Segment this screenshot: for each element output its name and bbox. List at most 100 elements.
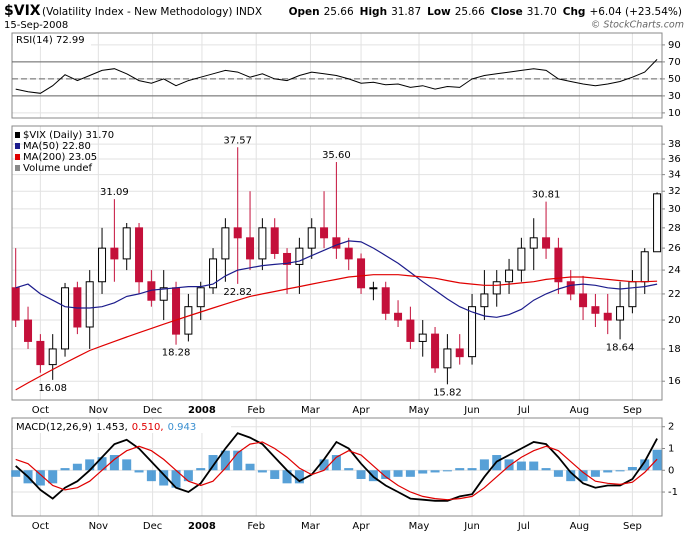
quote-label: High [360, 6, 387, 18]
quote-label: Open [289, 6, 320, 18]
legend-entry: MA(50) 22.80 [23, 141, 91, 152]
y-tick-label: 38 [668, 139, 681, 150]
histogram-bar [233, 450, 243, 471]
y-tick-label: 16 [668, 376, 681, 387]
candle-body [11, 287, 20, 321]
histogram-bar [35, 470, 45, 486]
candle-body [307, 227, 316, 249]
candle-body [653, 193, 662, 253]
quote: Open 25.66 High 31.87 Low 25.66 Close 31.70 Chg +… [289, 6, 682, 18]
candle-body [529, 237, 538, 249]
x-tick-label: 2008 [188, 521, 216, 532]
histogram-bar [529, 461, 539, 471]
candle-body [122, 227, 131, 260]
histogram-bar [159, 470, 169, 486]
y-tick-label: 30 [668, 91, 681, 102]
x-tick-label: Nov [89, 521, 109, 532]
histogram-bar [171, 470, 181, 488]
label-bg [13, 420, 231, 433]
x-tick-label: Mar [301, 521, 321, 532]
x-tick-label: Jun [463, 405, 480, 416]
y-tick-label: 24 [668, 265, 681, 276]
y-tick-label: 28 [668, 223, 681, 234]
candle-body [295, 247, 304, 265]
quote-value: +6.04 (+23.54%) [589, 6, 682, 18]
candle-body [492, 281, 501, 295]
x-tick-label: May [409, 405, 430, 416]
histogram-bar [615, 470, 625, 472]
histogram-bar [356, 470, 366, 479]
candle-body [542, 237, 551, 249]
histogram-bar [270, 470, 280, 479]
candle-body [505, 269, 514, 283]
macd-label-value: 0.943 [168, 422, 197, 433]
label-bg [13, 34, 91, 46]
candle-body [184, 306, 193, 335]
y-tick-label: 22 [668, 289, 681, 300]
quote-label: Low [427, 6, 451, 18]
x-tick-label: Aug [570, 521, 590, 532]
macd-label: MACD(12,26,9) 1.453, 0.510, 0.943 [16, 422, 196, 433]
quote-label: Close [491, 6, 523, 18]
histogram-bar [393, 470, 403, 477]
candle-body [135, 227, 144, 283]
rsi-label: RSI(14) 72.99 [16, 35, 85, 46]
histogram-bar [72, 463, 82, 471]
y-tick-label: 36 [668, 154, 681, 165]
candle-body [233, 227, 242, 239]
x-tick-label: Oct [32, 521, 49, 532]
annotation: 16.08 [38, 383, 67, 394]
histogram-bar [442, 470, 452, 472]
y-tick-label: 10 [668, 108, 681, 119]
x-tick-label: 2008 [188, 405, 216, 416]
credit: © StockCharts.com [591, 20, 684, 31]
x-tick-label: Sep [623, 405, 642, 416]
candle-body [48, 348, 57, 366]
histogram-bar [331, 455, 341, 471]
candle-body [283, 252, 292, 265]
candle-body [85, 281, 94, 328]
legend-swatch [15, 154, 20, 160]
candle-body [98, 247, 107, 283]
annotation: 37.57 [223, 135, 252, 146]
x-tick-label: Mar [301, 405, 321, 416]
quote-value: 25.66 [455, 6, 485, 18]
macd-label-value: 1.453, [96, 422, 128, 433]
panel-frame [11, 125, 663, 401]
quote-value: 31.70 [527, 6, 557, 18]
x-tick-label: Feb [247, 521, 265, 532]
histogram-bar [146, 470, 156, 482]
quote-value: 31.87 [391, 6, 421, 18]
x-tick-label: May [409, 521, 430, 532]
candle-body [591, 306, 600, 314]
histogram-bar [455, 468, 465, 471]
y-tick-label: 26 [668, 243, 681, 254]
candle-body [579, 293, 588, 308]
macd-line [15, 432, 658, 502]
candle-body [455, 348, 464, 358]
legend-swatch [15, 143, 20, 149]
histogram-bar [541, 468, 551, 471]
panel-frame [11, 417, 663, 517]
quote-label: Chg [563, 6, 586, 18]
candle-body [159, 287, 168, 301]
candle-body [24, 319, 33, 342]
annotation: 35.60 [322, 150, 351, 161]
annotation: 15.82 [433, 387, 462, 398]
histogram-bar [11, 470, 21, 477]
macd-line [15, 441, 658, 501]
histogram-bar [553, 470, 563, 477]
y-tick-label: 90 [668, 40, 681, 51]
x-tick-label: Jul [517, 405, 530, 416]
x-tick-label: Dec [143, 521, 162, 532]
candle-body [616, 306, 625, 321]
histogram-bar [257, 470, 267, 473]
histogram-bar [640, 459, 650, 471]
histogram-bar [208, 455, 218, 471]
histogram-bar [566, 470, 576, 482]
x-tick-label: Apr [352, 405, 370, 416]
histogram-bar [245, 463, 255, 471]
histogram-bar [220, 450, 230, 471]
x-tick-label: Aug [570, 405, 590, 416]
